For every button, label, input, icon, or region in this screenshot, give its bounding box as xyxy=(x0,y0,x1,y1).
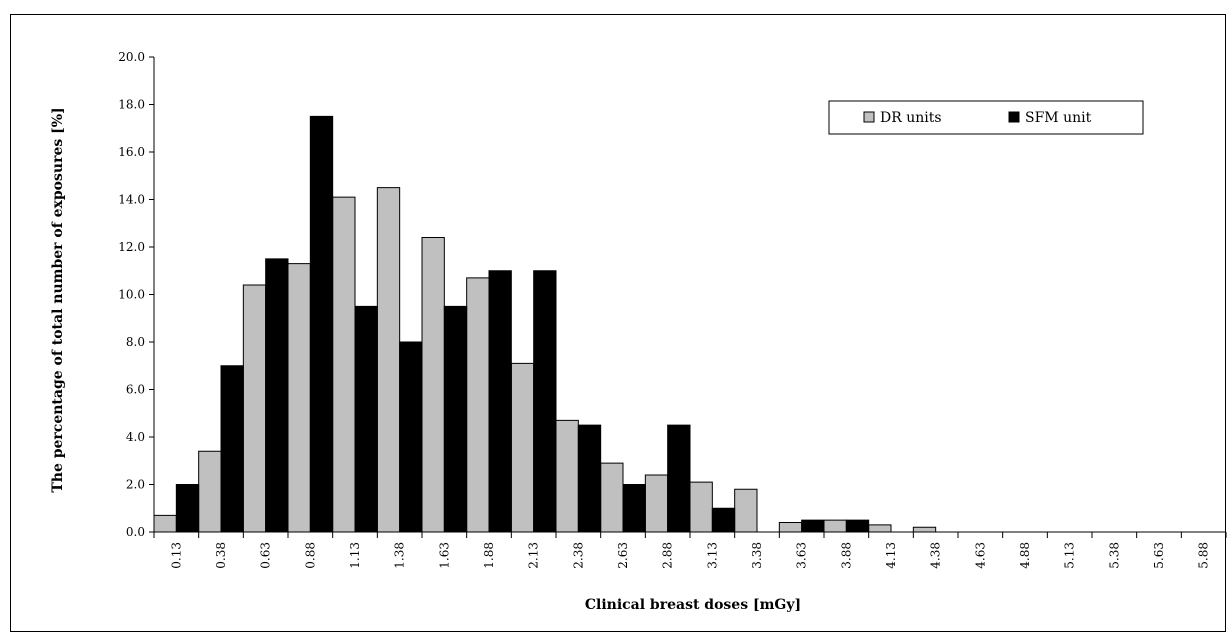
bars xyxy=(153,115,937,533)
bar-sfm-0.13 xyxy=(175,484,200,533)
x-axis: 0.13 0.38 0.63 0.88 1.13 1.38 1.63 1.88 2.13 2.38… xyxy=(153,531,1227,569)
bar-dr-0.63 xyxy=(242,284,267,533)
legend-swatch-sfm xyxy=(1008,111,1020,123)
x-tick-label: 2.38 xyxy=(571,542,585,569)
bar-dr-2.13 xyxy=(510,362,535,533)
bar-sfm-1.13 xyxy=(354,305,378,533)
bar-sfm-0.38 xyxy=(220,365,244,533)
legend-label-sfm: SFM unit xyxy=(1025,110,1092,126)
y-axis: 0.0 2.0 4.0 6.0 8.0 10.0 12.0 14.0 16.0 18.0 20.0 xyxy=(118,50,155,539)
y-tick-label: 6.0 xyxy=(126,383,145,397)
y-tick-label: 20.0 xyxy=(118,50,145,64)
bar-dr-3.88 xyxy=(823,519,847,533)
x-tick-label: 3.88 xyxy=(839,542,853,569)
x-tick-label: 5.38 xyxy=(1107,542,1121,569)
x-tick-label: 4.88 xyxy=(1018,542,1032,569)
bar-sfm-1.38 xyxy=(399,341,423,533)
y-tick-label: 12.0 xyxy=(118,240,145,254)
chart-frame xyxy=(10,14,1226,632)
bar-sfm-3.63 xyxy=(801,519,825,533)
y-tick-label: 16.0 xyxy=(118,145,145,159)
x-tick-label: 2.63 xyxy=(616,542,630,569)
x-tick-label: 1.88 xyxy=(482,542,496,569)
x-tick-label: 3.13 xyxy=(705,542,719,569)
bar-dr-3.63 xyxy=(778,522,803,533)
bar-dr-2.38 xyxy=(555,419,579,533)
bar-sfm-1.88 xyxy=(488,270,512,533)
bar-dr-3.13 xyxy=(689,481,713,533)
bar-dr-1.13 xyxy=(332,196,356,533)
x-tick-label: 2.13 xyxy=(527,542,541,569)
bar-sfm-1.63 xyxy=(443,305,468,533)
x-tick-label: 1.13 xyxy=(348,542,362,569)
bar-sfm-2.88 xyxy=(667,424,691,533)
bar-dr-4.38 xyxy=(912,526,937,533)
x-tick-label: 0.13 xyxy=(169,542,183,569)
bar-dr-0.88 xyxy=(287,263,311,533)
bar-dr-0.38 xyxy=(198,450,222,533)
bar-dr-0.13 xyxy=(153,514,177,533)
bar-sfm-0.88 xyxy=(309,115,334,533)
y-tick-label: 18.0 xyxy=(118,98,145,112)
bar-sfm-2.63 xyxy=(622,484,646,533)
bar-sfm-3.13 xyxy=(711,507,736,533)
bar-sfm-3.88 xyxy=(845,519,870,533)
bar-dr-4.13 xyxy=(868,524,892,533)
x-tick-label: 5.13 xyxy=(1063,542,1077,569)
y-tick-label: 0.0 xyxy=(126,525,145,539)
x-tick-label: 4.63 xyxy=(973,542,987,569)
bar-dr-1.38 xyxy=(376,187,401,533)
x-tick-label: 5.88 xyxy=(1197,542,1211,569)
x-tick-label: 0.63 xyxy=(259,542,273,569)
x-tick-label: 5.63 xyxy=(1152,542,1166,569)
x-tick-label: 0.38 xyxy=(214,542,228,569)
bar-dr-3.38 xyxy=(734,488,758,533)
x-tick-label: 4.13 xyxy=(884,542,898,569)
y-axis-title: The percentage of total number of exposu… xyxy=(50,107,66,492)
x-tick-label: 3.38 xyxy=(750,542,764,569)
bar-dr-2.63 xyxy=(600,462,624,533)
x-tick-label: 1.63 xyxy=(437,542,451,569)
legend-swatch-dr xyxy=(863,111,875,123)
bar-sfm-0.63 xyxy=(265,258,289,533)
legend: DR units SFM unit xyxy=(828,100,1144,135)
x-tick-label: 4.38 xyxy=(929,542,943,569)
x-tick-label: 0.88 xyxy=(303,542,317,569)
y-tick-label: 8.0 xyxy=(126,335,145,349)
y-tick-label: 14.0 xyxy=(118,193,145,207)
x-axis-title: Clinical breast doses [mGy] xyxy=(585,597,801,613)
bar-dr-2.88 xyxy=(644,474,669,533)
y-tick-label: 2.0 xyxy=(126,478,145,492)
bar-dr-1.63 xyxy=(421,237,445,533)
legend-box xyxy=(828,100,1144,135)
bar-sfm-2.13 xyxy=(533,270,557,533)
y-tick-label: 10.0 xyxy=(118,288,145,302)
bar-dr-1.88 xyxy=(466,277,490,533)
legend-label-dr: DR units xyxy=(880,110,942,126)
y-tick-label: 4.0 xyxy=(126,430,145,444)
x-tick-label: 1.38 xyxy=(393,542,407,569)
x-tick-label: 3.63 xyxy=(795,542,809,569)
bar-sfm-2.38 xyxy=(577,424,602,533)
x-tick-label: 2.88 xyxy=(661,542,675,569)
